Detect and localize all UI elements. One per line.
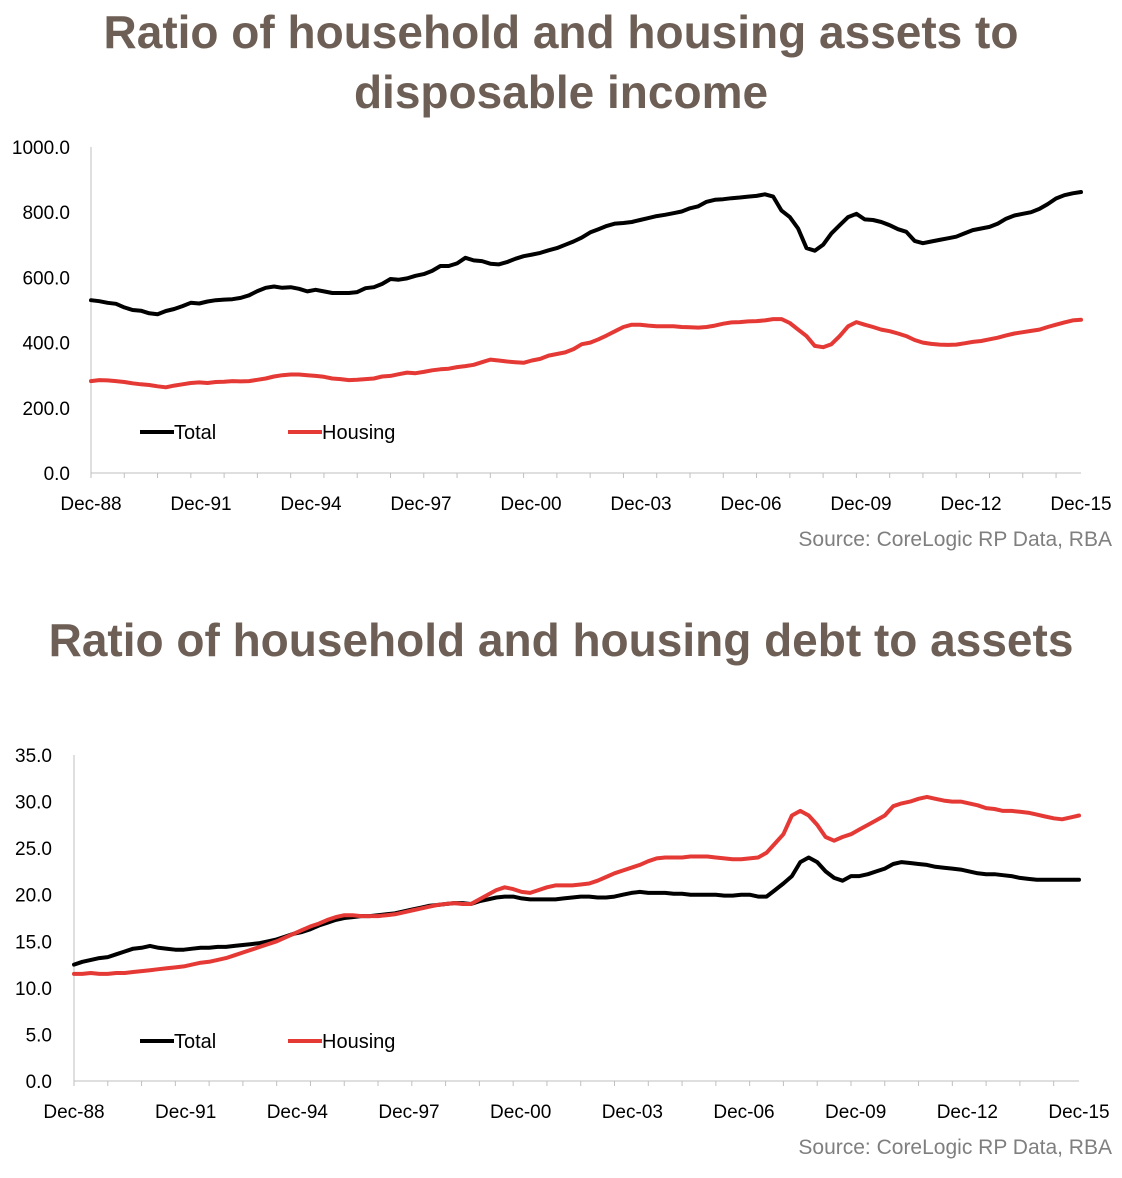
assets-to-income-chart: 0.0 200.0 400.0 600.0 800.0 1000.0 Dec-88 Dec-9…	[12, 138, 1112, 515]
series-line-housing	[72, 794, 1081, 976]
x-tick-label: Dec-00	[500, 494, 561, 515]
x-tick-label: Dec-88	[60, 494, 121, 515]
series-line-total	[72, 855, 1081, 967]
x-tick-label: Dec-00	[490, 1102, 551, 1123]
x-tick-label: Dec-15	[1050, 494, 1111, 515]
x-tick-label: Dec-12	[940, 494, 1001, 515]
x-tick-label: Dec-06	[720, 494, 781, 515]
x-tick-label: Dec-15	[1048, 1102, 1109, 1123]
x-tick-label: Dec-12	[937, 1102, 998, 1123]
x-tick-label: Dec-09	[830, 494, 891, 515]
y-tick-label: 25.0	[15, 839, 52, 860]
y-tick-label: 15.0	[15, 932, 52, 953]
y-tick-label: 20.0	[15, 886, 52, 907]
y-tick-label: 30.0	[15, 793, 52, 814]
x-tick-label: Dec-03	[602, 1102, 663, 1123]
x-tick-label: Dec-97	[378, 1102, 439, 1123]
series-line-housing	[89, 317, 1083, 390]
y-tick-label: 35.0	[15, 746, 52, 767]
debt-to-assets-chart: 0.0 5.0 10.0 15.0 20.0 25.0 30.0 35.0 Dec-88 Dec-…	[15, 746, 1110, 1123]
x-tick-label: Dec-03	[610, 494, 671, 515]
chart-title-assets: Ratio of household and housing assets to…	[103, 6, 1019, 118]
chart-title-debt: Ratio of household and housing debt to a…	[48, 614, 1074, 666]
y-tick-label: 0.0	[26, 1072, 52, 1093]
source-note-assets: Source: CoreLogic RP Data, RBA	[798, 528, 1112, 551]
x-tick-label: Dec-09	[825, 1102, 886, 1123]
y-tick-label: 5.0	[26, 1025, 52, 1046]
legend-label-housing: Housing	[322, 1031, 395, 1053]
x-tick-label: Dec-06	[713, 1102, 774, 1123]
y-tick-label: 10.0	[15, 979, 52, 1000]
x-tick-label: Dec-91	[170, 494, 231, 515]
x-tick-label: Dec-91	[155, 1102, 216, 1123]
legend-label-total: Total	[174, 1031, 216, 1053]
y-tick-label: 1000.0	[12, 138, 70, 159]
x-tick-label: Dec-88	[43, 1102, 104, 1123]
x-tick-label: Dec-94	[280, 494, 342, 515]
x-tick-label: Dec-94	[267, 1102, 329, 1123]
y-tick-label: 600.0	[22, 268, 70, 289]
y-tick-label: 400.0	[22, 334, 70, 355]
legend-label-housing: Housing	[322, 422, 395, 444]
source-note-debt: Source: CoreLogic RP Data, RBA	[798, 1136, 1112, 1159]
x-tick-label: Dec-97	[390, 494, 451, 515]
series-line-total	[89, 190, 1083, 317]
legend-label-total: Total	[174, 422, 216, 444]
y-tick-label: 200.0	[22, 399, 70, 420]
y-tick-label: 800.0	[22, 203, 70, 224]
y-tick-label: 0.0	[44, 464, 70, 485]
